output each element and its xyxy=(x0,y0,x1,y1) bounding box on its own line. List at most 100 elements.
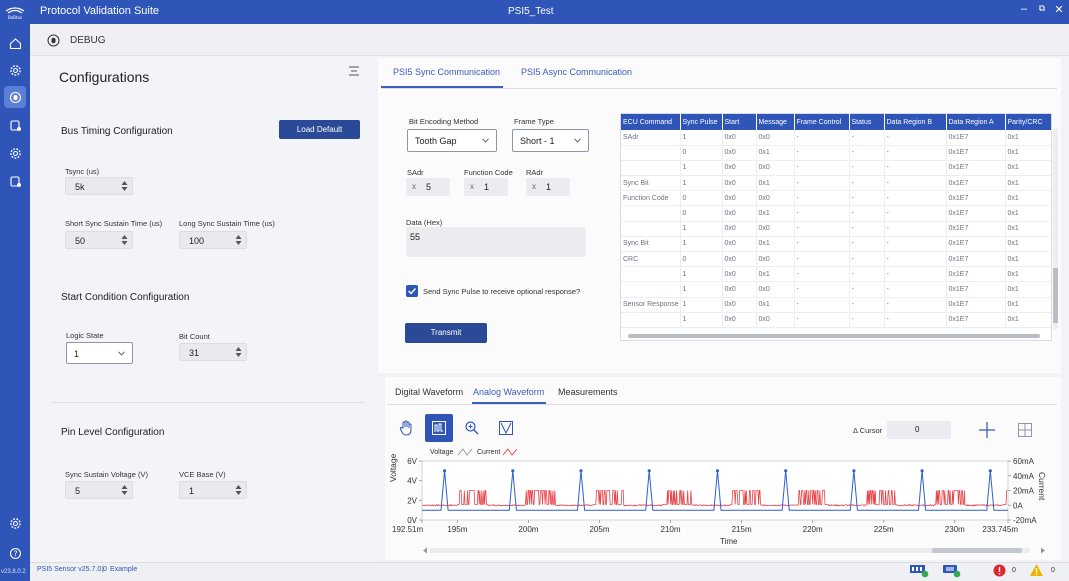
table-cell: 0x1 xyxy=(1005,236,1051,253)
stepper-arrows-icon[interactable] xyxy=(235,346,242,358)
table-cell: - xyxy=(849,281,885,298)
pin-level-title: Pin Level Configuration xyxy=(61,427,165,438)
table-row[interactable]: 1 0x0 0x0- - -0x1E7 0x1 xyxy=(621,160,1051,177)
error-icon[interactable] xyxy=(993,564,1006,577)
adapter-device-icon[interactable] xyxy=(941,563,961,578)
grid-vertical-scrollbar[interactable] xyxy=(1053,129,1058,329)
example-link[interactable]: Example xyxy=(110,566,138,573)
table-cell: - xyxy=(794,130,850,146)
pan-tool-button[interactable] xyxy=(393,415,419,441)
grid-toggle-button[interactable] xyxy=(1012,417,1038,443)
chart-horizontal-scrollbar[interactable] xyxy=(430,548,1030,553)
add-cursor-button[interactable] xyxy=(974,417,1000,443)
delta-cursor-input[interactable]: 0 xyxy=(887,421,951,439)
grid-column-header[interactable]: Message xyxy=(756,114,795,130)
clear-icon[interactable]: x xyxy=(470,182,474,191)
grid-scroll-thumb[interactable] xyxy=(1053,268,1058,323)
project-link[interactable]: PSI5 Sensor v25.7.0.0 xyxy=(37,566,108,573)
short-sync-stepper[interactable]: 50 xyxy=(65,231,133,249)
clear-icon[interactable]: x xyxy=(412,182,416,191)
chart-scroll-thumb[interactable] xyxy=(932,548,1022,553)
home-nav-button[interactable] xyxy=(4,32,26,54)
table-row[interactable]: 1 0x0 0x0- - -0x1E7 0x1 xyxy=(621,281,1051,298)
debug-icon xyxy=(47,34,60,47)
table-row[interactable]: 1 0x0 0x0- - -0x1E7 0x1 xyxy=(621,312,1051,328)
bit-count-stepper[interactable]: 31 xyxy=(179,343,247,361)
long-sync-stepper[interactable]: 100 xyxy=(179,231,247,249)
stepper-arrows-icon[interactable] xyxy=(235,484,242,496)
clear-icon[interactable]: x xyxy=(532,182,536,191)
tab-divider xyxy=(387,404,1057,405)
stepper-arrows-icon[interactable] xyxy=(121,484,128,496)
stepper-arrows-icon[interactable] xyxy=(121,234,128,246)
grid-column-header[interactable]: Frame Control xyxy=(794,114,850,130)
grid-column-header[interactable]: Status xyxy=(849,114,885,130)
help-button[interactable]: ? xyxy=(4,542,26,564)
table-row[interactable]: 1 0x0 0x1- - -0x1E7 0x1 xyxy=(621,266,1051,283)
transmit-button[interactable]: Transmit xyxy=(405,323,487,343)
table-cell: 0x0 xyxy=(722,281,757,298)
close-button[interactable]: ✕ xyxy=(1054,4,1064,16)
tab-psi5-async[interactable]: PSI5 Async Communication xyxy=(521,67,633,77)
scroll-right-icon[interactable] xyxy=(1040,547,1046,554)
radr-input[interactable]: x 1 xyxy=(526,178,570,196)
export-nav-button[interactable] xyxy=(4,170,26,192)
logic-state-select[interactable]: 1 xyxy=(66,342,133,364)
settings-nav-button[interactable] xyxy=(4,59,26,81)
hardware-device-icon[interactable] xyxy=(909,563,929,578)
table-row[interactable]: Sync Bit 1 0x0 0x1- - -0x1E7 0x1 xyxy=(621,175,1051,192)
tab-analog-waveform[interactable]: Analog Waveform xyxy=(473,387,545,397)
debug-nav-button[interactable] xyxy=(4,86,26,108)
table-cell: 0x1E7 xyxy=(946,130,1006,146)
function-code-input[interactable]: x 1 xyxy=(464,178,508,196)
stepper-arrows-icon[interactable] xyxy=(121,180,128,192)
sadr-input[interactable]: x 5 xyxy=(406,178,450,196)
warning-icon[interactable] xyxy=(1029,563,1044,577)
voltage-pulse-point xyxy=(715,469,720,473)
tsync-stepper[interactable]: 5k xyxy=(65,177,133,195)
stepper-arrows-icon[interactable] xyxy=(235,234,242,246)
tab-measurements[interactable]: Measurements xyxy=(558,387,618,397)
grid-horizontal-scrollbar[interactable] xyxy=(628,334,1040,338)
grid-column-header[interactable]: Data Region B xyxy=(884,114,947,130)
table-row[interactable]: Function Code 0 0x0 0x0- - -0x1E7 0x1 xyxy=(621,190,1051,207)
grid-column-header[interactable]: Parity/CRC xyxy=(1005,114,1051,130)
load-default-button[interactable]: Load Default xyxy=(279,120,360,139)
zoom-tool-button[interactable] xyxy=(459,415,485,441)
grid-column-header[interactable]: Sync Pulse xyxy=(680,114,723,130)
logic-state-value: 1 xyxy=(74,349,80,359)
frame-type-select[interactable]: Short - 1 xyxy=(512,129,589,152)
grid-column-header[interactable]: ECU Command xyxy=(621,114,681,130)
grid-column-header[interactable]: Start xyxy=(722,114,757,130)
fit-tool-button[interactable] xyxy=(493,415,519,441)
scroll-left-icon[interactable] xyxy=(422,547,428,554)
table-row[interactable]: Sensor Response 1 0x0 0x1- - -0x1E7 0x1 xyxy=(621,297,1051,313)
minimize-button[interactable]: – xyxy=(1020,3,1028,15)
table-row[interactable]: 0 0x0 0x1- - -0x1E7 0x1 xyxy=(621,205,1051,222)
grid-icon xyxy=(1018,423,1032,437)
tab-psi5-sync[interactable]: PSI5 Sync Communication xyxy=(393,67,501,77)
analog-waveform-chart[interactable]: 6V 4V 2V 0V 60mA 40mA 20mA 0A -20mA 192.51m 195m 20… xyxy=(390,455,1050,537)
grid-column-header[interactable]: Data Region A xyxy=(946,114,1006,130)
x-tick-label: 200m xyxy=(518,525,538,534)
table-row[interactable]: Sync Bit 1 0x0 0x1- - -0x1E7 0x1 xyxy=(621,236,1051,253)
waveform-tool-button[interactable] xyxy=(425,414,453,442)
table-row[interactable]: 0 0x0 0x1- - -0x1E7 0x1 xyxy=(621,145,1051,161)
table-row[interactable]: SAdr 1 0x0 0x0- - -0x1E7 0x1 xyxy=(621,130,1051,146)
table-cell xyxy=(621,281,681,298)
data-hex-input[interactable]: 55 xyxy=(406,227,586,257)
script-nav-button[interactable] xyxy=(4,114,26,136)
bit-encoding-select[interactable]: Tooth Gap xyxy=(407,129,497,152)
configure-nav-button[interactable] xyxy=(4,142,26,164)
vce-base-stepper[interactable]: 1 xyxy=(179,481,247,499)
tab-digital-waveform[interactable]: Digital Waveform xyxy=(395,387,464,397)
restore-button[interactable]: ⧉ xyxy=(1038,3,1046,13)
sync-voltage-stepper[interactable]: 5 xyxy=(65,481,133,499)
table-row[interactable]: CRC 0 0x0 0x0- - -0x1E7 0x1 xyxy=(621,251,1051,268)
send-sync-checkbox[interactable] xyxy=(406,285,418,297)
table-row[interactable]: 1 0x0 0x0- - -0x1E7 0x1 xyxy=(621,221,1051,237)
menu-icon[interactable] xyxy=(347,64,361,78)
chevron-down-icon xyxy=(574,138,581,143)
section-divider xyxy=(52,402,364,403)
app-settings-button[interactable] xyxy=(4,512,26,534)
